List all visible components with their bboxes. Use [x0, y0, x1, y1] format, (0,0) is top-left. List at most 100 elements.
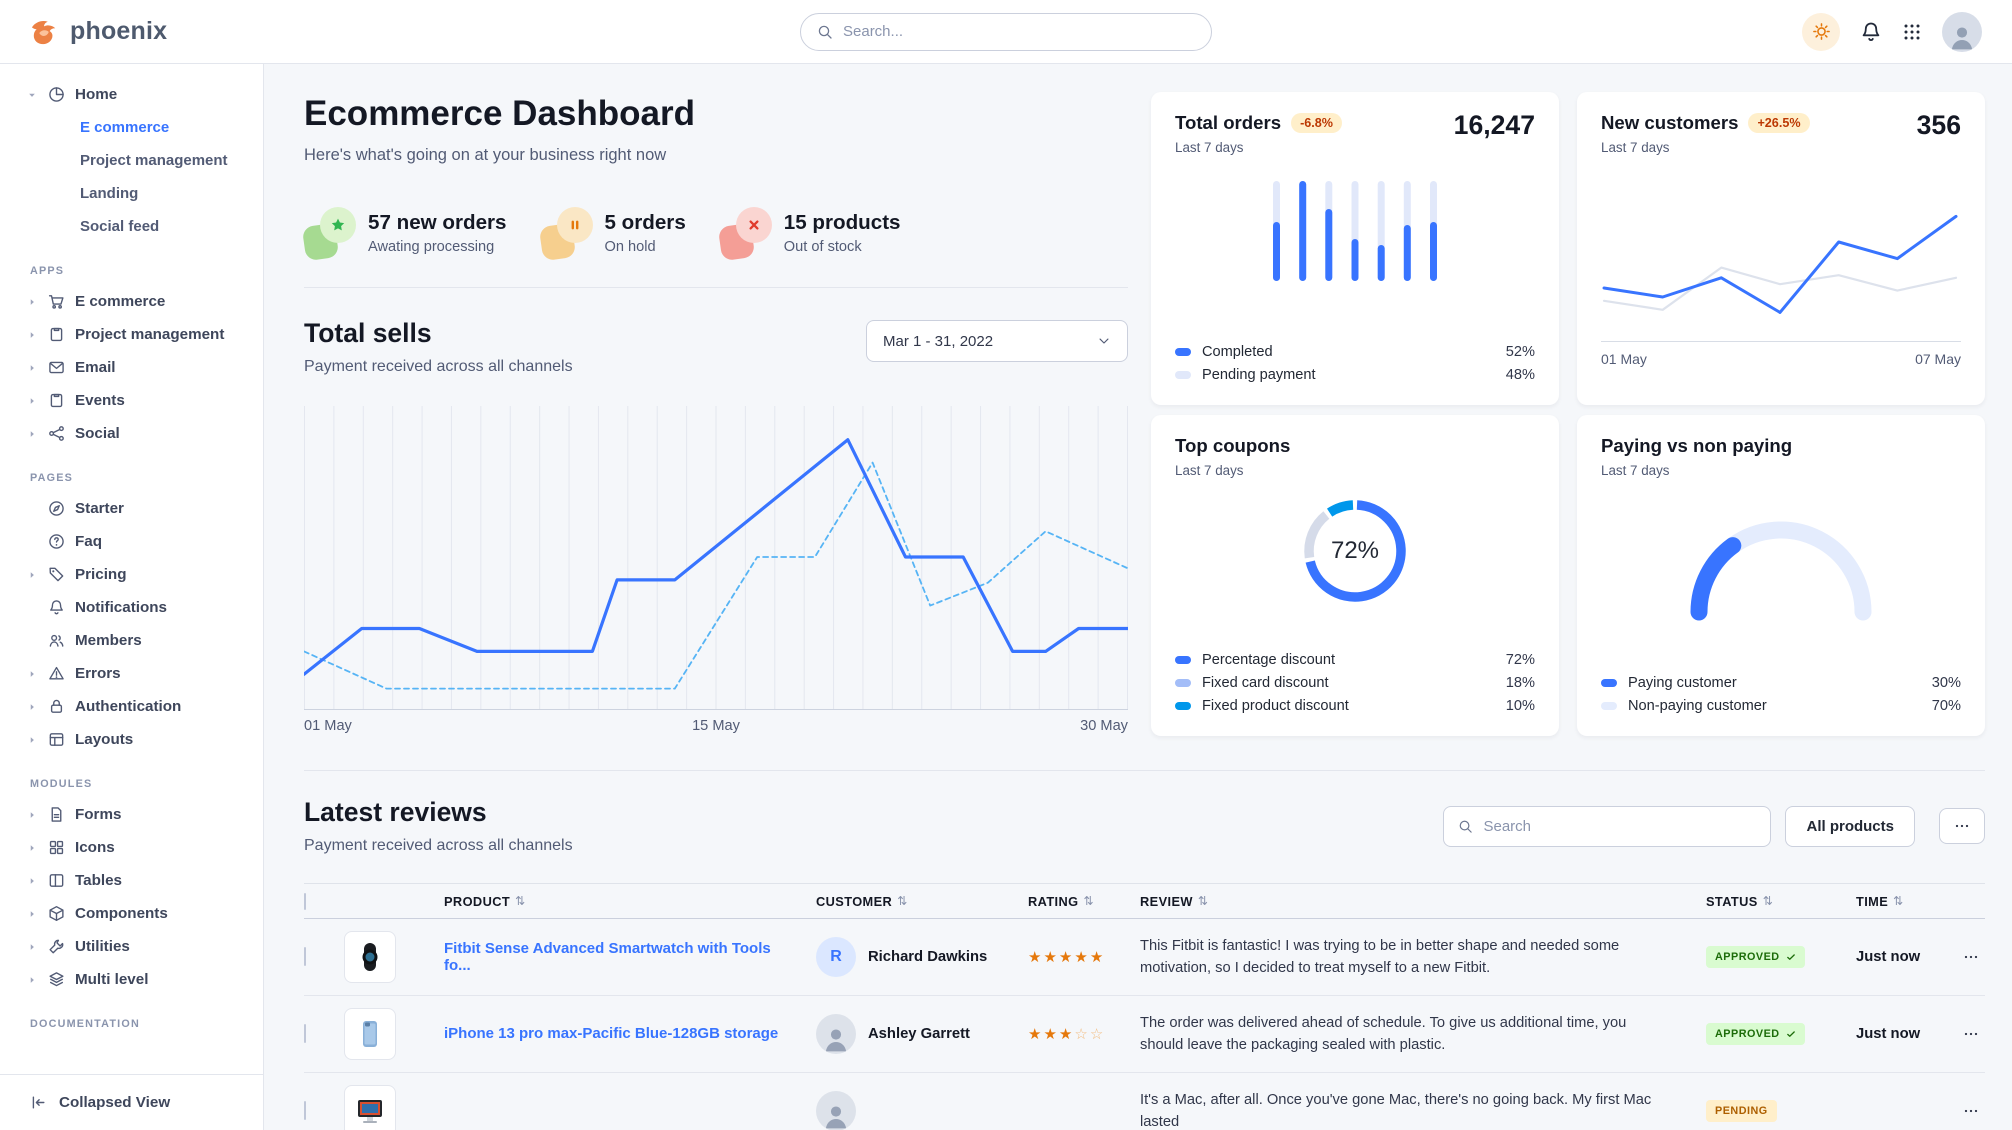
column-header-rating[interactable]: RATING ⇅	[1028, 893, 1094, 909]
legend-value: 72%	[1505, 652, 1535, 668]
sidebar-item-e-commerce[interactable]: E commerce	[0, 285, 263, 318]
status-badge: APPROVED	[1706, 946, 1805, 968]
top-coupons-donut-chart: 72%	[1294, 490, 1416, 612]
caret-right-icon	[27, 810, 37, 820]
global-search-input[interactable]	[843, 23, 1195, 40]
column-header-product[interactable]: PRODUCT ⇅	[444, 893, 526, 909]
sidebar-item-label: Email	[75, 359, 116, 376]
sidebar-item-errors[interactable]: Errors	[0, 657, 263, 690]
sidebar-item-utilities[interactable]: Utilities	[0, 930, 263, 963]
x-tick: 30 May	[1080, 718, 1128, 734]
sidebar-item-landing[interactable]: Landing	[80, 185, 139, 202]
sidebar-item-label: Faq	[75, 533, 103, 550]
legend-label: Pending payment	[1202, 367, 1316, 383]
sidebar-item-members[interactable]: Members	[0, 624, 263, 657]
sidebar-item-social-feed[interactable]: Social feed	[80, 218, 160, 235]
row-actions-button[interactable]	[1950, 1103, 1985, 1119]
theme-toggle-button[interactable]	[1802, 12, 1840, 51]
top-coupons-card: Top coupons Last 7 days 72% Percentage d…	[1151, 415, 1559, 736]
sidebar-nav: Home E commerce Project management Landing S…	[0, 78, 263, 1030]
sidebar-item-multi-level[interactable]: Multi level	[0, 963, 263, 996]
sidebar-item-starter[interactable]: Starter	[0, 492, 263, 525]
stat-sublabel: Awating processing	[368, 239, 495, 255]
new-customers-line-chart	[1601, 191, 1961, 342]
top-header: phoenix	[0, 0, 2012, 64]
column-header-time[interactable]: TIME ⇅	[1856, 893, 1904, 909]
sidebar-item-email[interactable]: Email	[0, 351, 263, 384]
brand-name: phoenix	[70, 17, 168, 45]
caret-right-icon	[27, 975, 37, 985]
sidebar-item-label: Starter	[75, 500, 124, 517]
pause-icon	[538, 207, 593, 262]
column-header-customer[interactable]: CUSTOMER ⇅	[816, 893, 908, 909]
global-search[interactable]	[800, 12, 1212, 51]
row-checkbox[interactable]	[304, 1024, 306, 1043]
sidebar-item-label: Notifications	[75, 599, 167, 616]
sidebar-item-icons[interactable]: Icons	[0, 831, 263, 864]
row-checkbox[interactable]	[304, 947, 306, 966]
compass-icon	[48, 500, 66, 517]
sidebar-item-components[interactable]: Components	[0, 897, 263, 930]
stat-value: 5 orders	[604, 211, 686, 234]
legend-value: 70%	[1931, 698, 1961, 714]
notifications-button[interactable]	[1860, 21, 1882, 43]
clipboard-icon	[48, 326, 66, 343]
review-time: Just now	[1856, 949, 1921, 965]
clipboard-icon	[48, 392, 66, 409]
brand-logo[interactable]: phoenix	[30, 17, 167, 46]
stats-row: 57 new orders Awating processing 5 orders O…	[301, 207, 1128, 262]
sidebar-item-tables[interactable]: Tables	[0, 864, 263, 897]
all-products-button[interactable]: All products	[1785, 805, 1915, 847]
select-all-checkbox[interactable]	[304, 892, 306, 910]
dashboard-left-column: Ecommerce Dashboard Here's what's going …	[301, 92, 1128, 736]
reviews-table-header: PRODUCT ⇅ CUSTOMER ⇅ RATING ⇅ REVIEW ⇅ STATUS ⇅ TI…	[304, 883, 1985, 919]
bell-icon	[48, 599, 66, 616]
card-period: Last 7 days	[1601, 140, 1670, 155]
main-content: Ecommerce Dashboard Here's what's going …	[264, 64, 2012, 1130]
sidebar-item-faq[interactable]: Faq	[0, 525, 263, 558]
date-range-select[interactable]: Mar 1 - 31, 2022	[866, 320, 1128, 362]
layout-icon	[48, 731, 66, 748]
apps-grid-button[interactable]	[1902, 22, 1922, 42]
legend-label: Fixed product discount	[1202, 698, 1349, 714]
reviews-heading: Latest reviews Payment received across a…	[304, 797, 573, 855]
sidebar-item-e-commerce[interactable]: E commerce	[80, 119, 170, 136]
reviews-search[interactable]	[1443, 805, 1772, 847]
sidebar-item-label: Layouts	[75, 731, 134, 748]
total-orders-legend: Completed 52% Pending payment 48%	[1175, 344, 1535, 383]
x-tick: 01 May	[304, 718, 352, 734]
reviews-more-button[interactable]	[1939, 808, 1985, 844]
collapsed-view-toggle[interactable]: Collapsed View	[0, 1074, 263, 1130]
sidebar-item-project-management[interactable]: Project management	[0, 318, 263, 351]
reviews-search-input[interactable]	[1483, 817, 1757, 835]
row-checkbox[interactable]	[304, 1101, 306, 1120]
collapse-icon	[30, 1094, 47, 1111]
pie-chart-icon	[48, 86, 66, 103]
sidebar-item-notifications[interactable]: Notifications	[0, 591, 263, 624]
stat-sublabel: Out of stock	[783, 239, 862, 255]
new-customers-card: New customers +26.5% Last 7 days 356 01 …	[1577, 92, 1985, 405]
sidebar-item-forms[interactable]: Forms	[0, 798, 263, 831]
user-avatar[interactable]	[1942, 11, 1982, 52]
sidebar-section-label: DOCUMENTATION	[30, 1018, 140, 1030]
sidebar-item-project-management[interactable]: Project management	[80, 152, 228, 169]
card-value: 356	[1916, 110, 1961, 140]
legend-item: Non-paying customer 70%	[1601, 698, 1961, 714]
sidebar-item-events[interactable]: Events	[0, 384, 263, 417]
sidebar-item-pricing[interactable]: Pricing	[0, 558, 263, 591]
sidebar-item-authentication[interactable]: Authentication	[0, 690, 263, 723]
sidebar-item-home[interactable]: Home	[0, 78, 263, 111]
column-header-review[interactable]: REVIEW ⇅	[1140, 893, 1209, 909]
caret-down-icon	[27, 90, 39, 100]
stat-out-of-stock: 15 products Out of stock	[717, 207, 901, 262]
customer-name: Ashley Garrett	[868, 1026, 970, 1042]
product-link[interactable]: iPhone 13 pro max-Pacific Blue-128GB sto…	[444, 1025, 779, 1042]
sidebar-item-social[interactable]: Social	[0, 417, 263, 450]
row-actions-button[interactable]	[1950, 949, 1985, 965]
check-icon	[1786, 952, 1796, 962]
sidebar-item-layouts[interactable]: Layouts	[0, 723, 263, 756]
column-header-status[interactable]: STATUS ⇅	[1706, 893, 1774, 909]
product-link[interactable]: Fitbit Sense Advanced Smartwatch with To…	[444, 939, 771, 974]
reviews-title: Latest reviews	[304, 797, 487, 827]
row-actions-button[interactable]	[1950, 1026, 1985, 1042]
